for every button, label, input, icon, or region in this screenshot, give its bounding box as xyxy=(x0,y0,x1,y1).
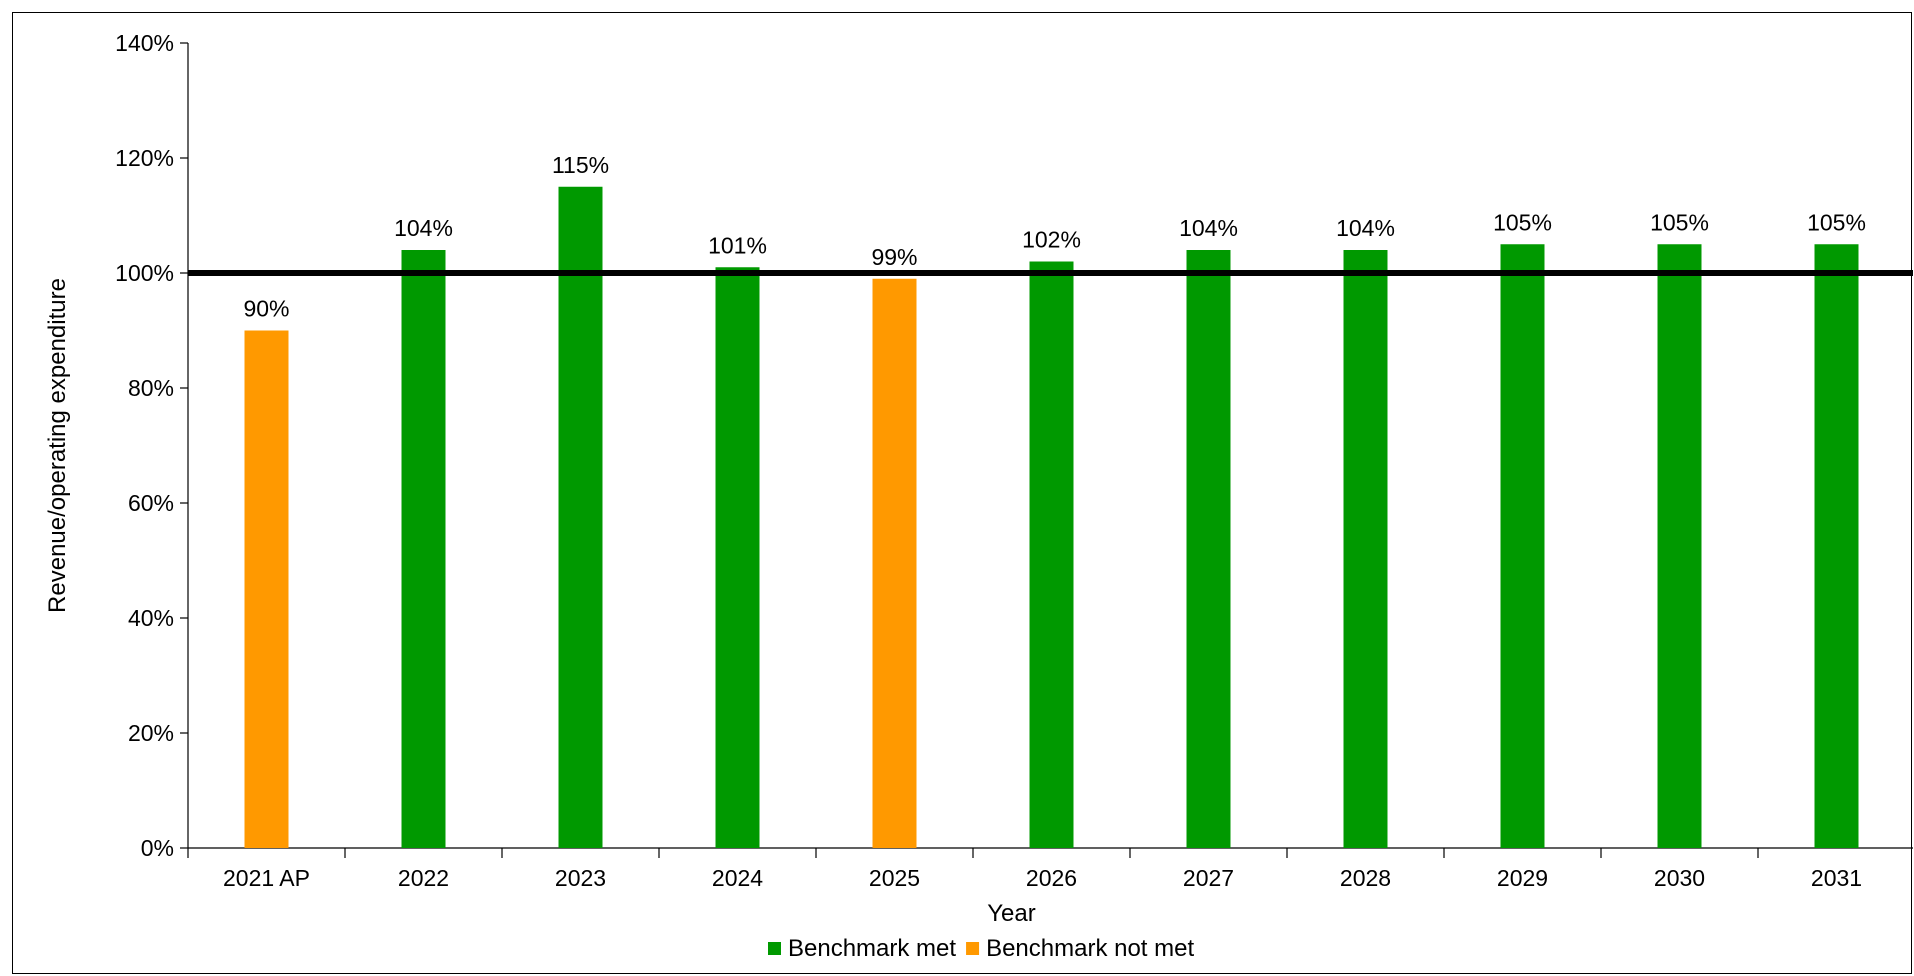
bar-2023 xyxy=(558,186,603,848)
y-axis: 0% 20% 40% 60% 80% 100% 120% 140% xyxy=(115,30,189,861)
y-axis-title: Revenue/operating expenditure xyxy=(44,278,71,613)
y-tick-label: 60% xyxy=(128,490,174,516)
y-tick-label: 80% xyxy=(128,375,174,401)
bar-chart: 0%20%40%60%80%100%120%140% 2021 AP 2022 20… xyxy=(44,30,1913,962)
x-tick-label: 2022 xyxy=(398,865,449,891)
bar-2022 xyxy=(401,250,446,848)
y-tick-label: 100% xyxy=(115,260,174,286)
bar-2024 xyxy=(715,267,760,848)
legend-label-not-met: Benchmark not met xyxy=(986,935,1194,962)
data-label: 105% xyxy=(1807,209,1866,235)
bar-2031 xyxy=(1814,244,1859,848)
chart-frame: 0% 20% 40% 60% 80% 100% 120% 140% 2021 AP 2022 20… xyxy=(12,12,1913,974)
bars xyxy=(244,186,1859,848)
x-tick-label: 2024 xyxy=(712,865,763,891)
bar-2028 xyxy=(1343,250,1388,848)
data-label: 105% xyxy=(1650,209,1709,235)
x-axis: 2021 AP 2022 2023 2024 2025 2026 2027 2028 2029 2… xyxy=(187,847,1913,891)
y-tick-label: 20% xyxy=(128,720,174,746)
x-tick-label: 2030 xyxy=(1654,865,1705,891)
data-label: 104% xyxy=(1179,215,1238,241)
data-label: 115% xyxy=(552,152,609,178)
x-tick-label: 2025 xyxy=(869,865,920,891)
bar-2025 xyxy=(872,278,917,848)
y-tick-label: 0% xyxy=(141,835,174,861)
data-label: 101% xyxy=(708,232,767,258)
x-tick-label: 2021 AP xyxy=(223,865,310,891)
y-tick-label: 40% xyxy=(128,605,174,631)
x-tick-label: 2026 xyxy=(1026,865,1077,891)
bar-2029 xyxy=(1500,244,1545,848)
data-label: 99% xyxy=(871,244,917,270)
data-label: 102% xyxy=(1022,227,1081,253)
legend-label-met: Benchmark met xyxy=(788,935,956,962)
bar-2026 xyxy=(1029,261,1074,848)
x-tick-label: 2029 xyxy=(1497,865,1548,891)
data-label: 104% xyxy=(394,215,453,241)
bar-2030 xyxy=(1657,244,1702,848)
x-tick-label: 2028 xyxy=(1340,865,1391,891)
data-label: 105% xyxy=(1493,209,1552,235)
legend: Benchmark met Benchmark not met xyxy=(768,935,1194,962)
legend-swatch-not-met xyxy=(966,942,980,955)
x-axis-title: Year xyxy=(987,900,1036,927)
data-label: 104% xyxy=(1336,215,1395,241)
bar-2027 xyxy=(1186,250,1231,848)
y-tick-label: 120% xyxy=(115,145,174,171)
x-tick-label: 2031 xyxy=(1811,865,1862,891)
data-label: 90% xyxy=(243,296,289,322)
x-tick-label: 2027 xyxy=(1183,865,1234,891)
x-tick-label: 2023 xyxy=(555,865,606,891)
data-labels: 90% 104% 115% 101% 99% 102% 104% 104% 105% 105% 10… xyxy=(243,152,1865,322)
y-tick-label: 140% xyxy=(115,30,174,56)
bar-2021-ap xyxy=(244,330,289,848)
legend-swatch-met xyxy=(768,942,781,955)
